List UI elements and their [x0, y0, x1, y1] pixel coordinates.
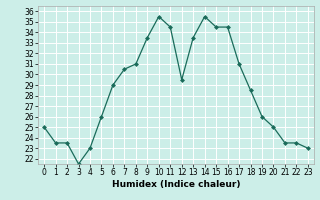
X-axis label: Humidex (Indice chaleur): Humidex (Indice chaleur)	[112, 180, 240, 189]
